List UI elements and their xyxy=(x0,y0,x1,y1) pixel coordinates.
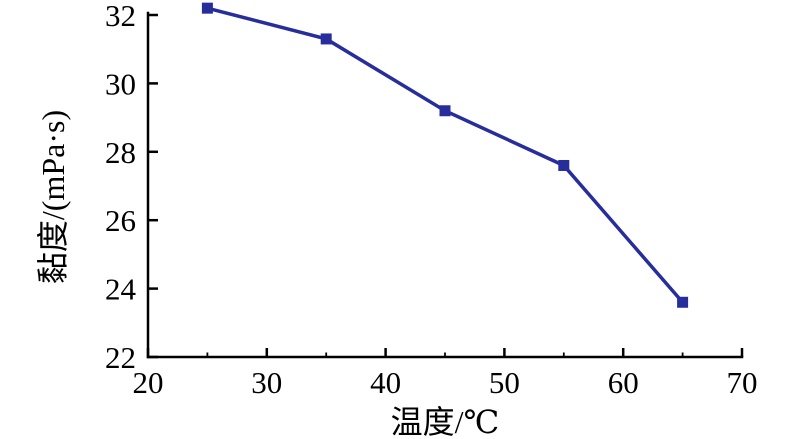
y-tick-label: 24 xyxy=(105,272,137,307)
x-tick-label: 40 xyxy=(370,365,401,400)
x-tick-label: 70 xyxy=(727,365,758,400)
y-axis-title: 黏度/(mPa·s) xyxy=(35,110,71,284)
x-axis-title: 温度/℃ xyxy=(391,404,500,439)
y-tick-label: 26 xyxy=(105,203,136,238)
series-line xyxy=(206,6,684,304)
y-tick-label: 28 xyxy=(105,135,136,170)
x-tick-label: 20 xyxy=(133,365,164,400)
data-point-marker xyxy=(320,33,332,45)
data-point-marker xyxy=(558,159,570,171)
x-tick-label: 60 xyxy=(608,365,639,400)
data-point-marker xyxy=(677,296,689,308)
data-point-marker xyxy=(201,2,213,14)
data-point-marker xyxy=(439,105,451,117)
y-tick-label: 32 xyxy=(105,0,136,33)
y-tick-label: 30 xyxy=(105,66,136,101)
y-tick-label: 22 xyxy=(105,340,136,375)
x-tick-label: 50 xyxy=(489,365,520,400)
x-tick-label: 30 xyxy=(251,365,282,400)
